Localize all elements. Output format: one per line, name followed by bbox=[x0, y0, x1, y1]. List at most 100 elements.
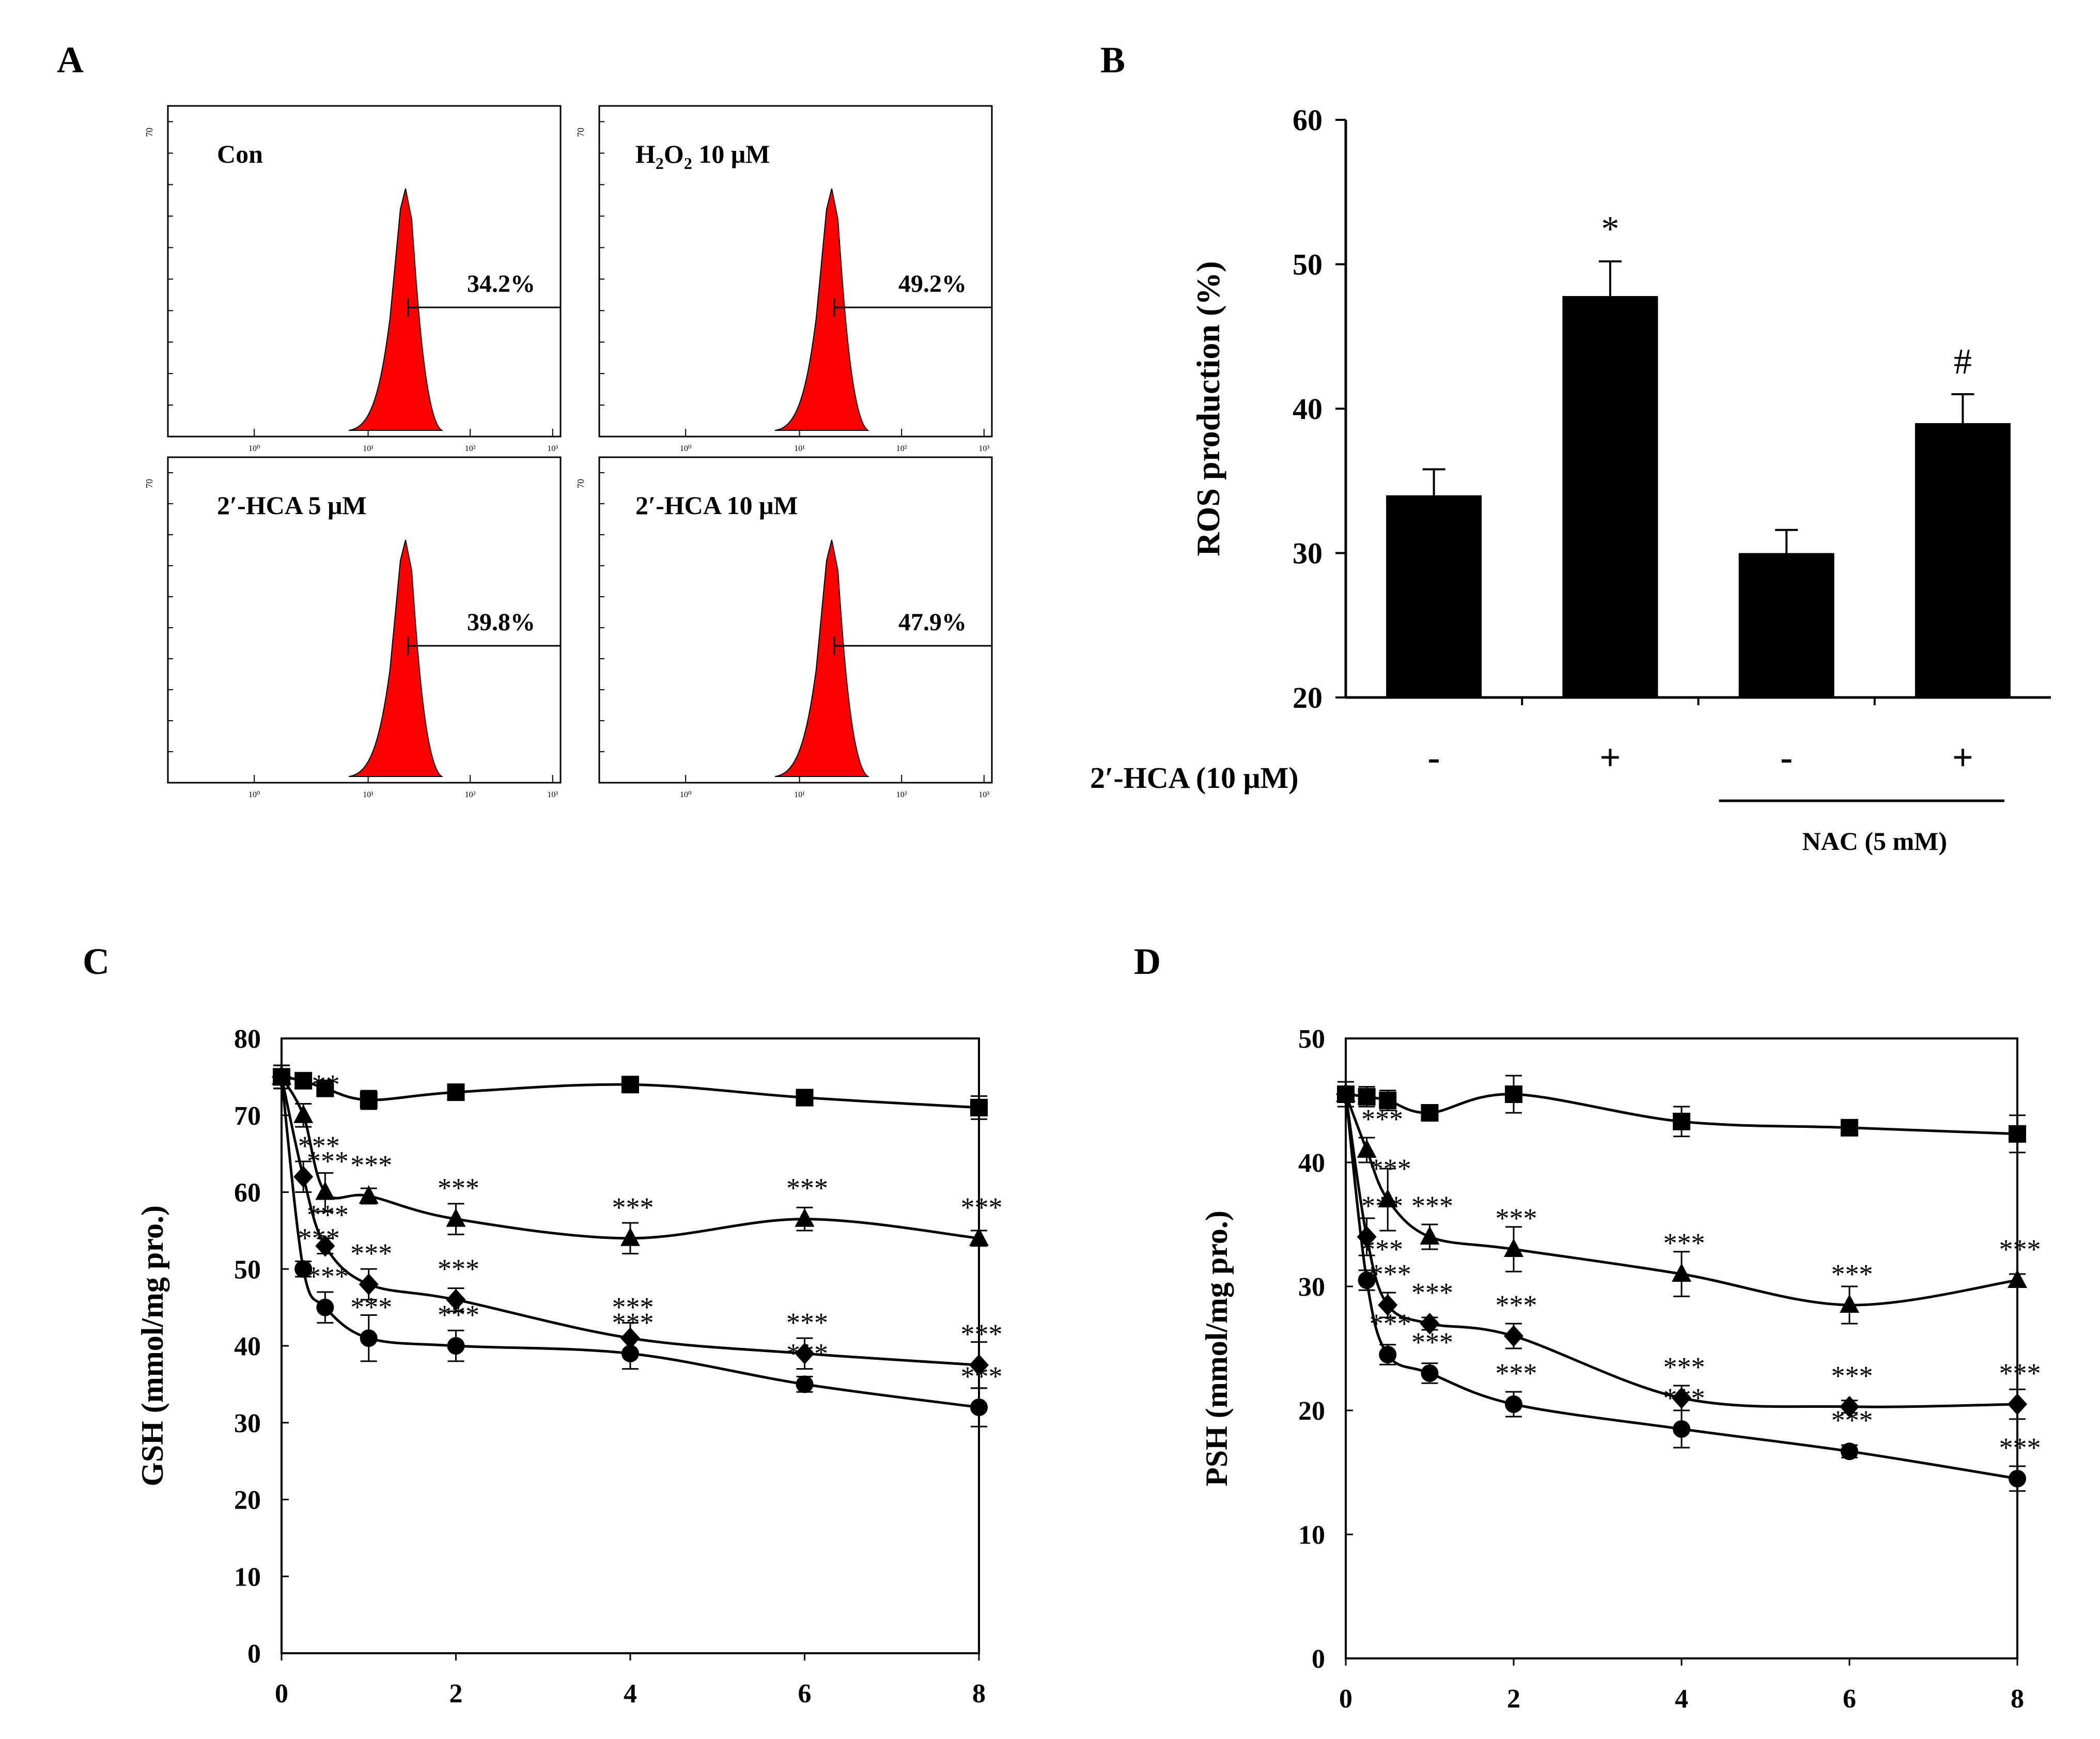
data-point bbox=[315, 1181, 335, 1200]
data-point bbox=[360, 1091, 378, 1109]
data-point bbox=[2009, 1125, 2026, 1143]
data-point bbox=[294, 1072, 313, 1090]
significance-mark: *** bbox=[1831, 1259, 1873, 1290]
y-tick-label: 10 bbox=[234, 1562, 261, 1592]
data-point bbox=[447, 1083, 465, 1101]
data-point bbox=[359, 1185, 379, 1204]
significance-mark: *** bbox=[1496, 1290, 1537, 1321]
significance-mark: *** bbox=[298, 1222, 340, 1253]
data-point bbox=[1357, 1139, 1377, 1158]
data-point bbox=[1358, 1271, 1376, 1289]
significance-mark: # bbox=[1954, 342, 1972, 382]
y-tick-label: 10 bbox=[1298, 1520, 1325, 1550]
data-point bbox=[1672, 1263, 1691, 1282]
significance-mark: *** bbox=[786, 1173, 828, 1204]
significance-mark: *** bbox=[307, 1261, 349, 1292]
histogram-subplot: 70 10⁰ 10¹ 10² 10³ 34.2% Con bbox=[144, 105, 562, 453]
y-tick-label: 70 bbox=[575, 128, 586, 137]
data-point bbox=[316, 1079, 334, 1097]
panel-label-a: A bbox=[57, 39, 84, 81]
condition-label: Con bbox=[217, 139, 263, 168]
data-point bbox=[1358, 1088, 1376, 1106]
significance-mark: *** bbox=[1361, 1190, 1403, 1221]
significance-mark: *** bbox=[298, 1069, 340, 1100]
x-tick-label: 4 bbox=[1675, 1684, 1688, 1714]
significance-mark: *** bbox=[1663, 1383, 1705, 1414]
significance-mark: *** bbox=[1831, 1360, 1873, 1391]
gate-percent: 34.2% bbox=[467, 270, 535, 298]
data-point bbox=[1505, 1085, 1522, 1103]
ros-bar-chart: 20 30 40 50 60 - * + - # + ROS production (%) 2′-HCA… bbox=[1090, 103, 2051, 856]
data-point bbox=[970, 1399, 988, 1416]
treatment-sign: - bbox=[1428, 737, 1440, 778]
bar bbox=[1738, 553, 1834, 697]
significance-mark: *** bbox=[307, 1200, 349, 1231]
x-tick-label: 0 bbox=[1339, 1684, 1352, 1714]
significance-mark: *** bbox=[438, 1253, 479, 1284]
data-point bbox=[315, 1235, 335, 1257]
y-tick-label: 40 bbox=[1293, 392, 1323, 426]
significance-mark: *** bbox=[1370, 1153, 1411, 1184]
y-tick-label: 50 bbox=[1298, 1024, 1325, 1054]
significance-mark: * bbox=[1601, 209, 1619, 249]
significance-mark: *** bbox=[438, 1173, 479, 1204]
y-tick-label: 60 bbox=[234, 1178, 261, 1208]
data-point bbox=[446, 1208, 466, 1227]
panel-label-c: C bbox=[83, 941, 110, 982]
data-point bbox=[446, 1288, 466, 1311]
x-tick-label: 10³ bbox=[547, 444, 558, 453]
histogram-subplot: 70 10⁰ 10¹ 10² 10³ 47.9% 2′-HCA 10 μM bbox=[575, 456, 993, 799]
x-tick-label: 10² bbox=[465, 790, 476, 799]
data-point bbox=[293, 1166, 314, 1188]
y-axis-label: ROS production (%) bbox=[1190, 261, 1226, 556]
x-tick-label: 6 bbox=[1843, 1684, 1856, 1714]
significance-mark: *** bbox=[350, 1238, 392, 1269]
significance-mark: *** bbox=[1370, 1259, 1411, 1290]
significance-mark: *** bbox=[1411, 1327, 1453, 1358]
histogram-peak bbox=[348, 539, 444, 777]
data-point bbox=[1505, 1395, 1522, 1413]
y-tick-label: 40 bbox=[1298, 1148, 1325, 1178]
x-tick-label: 0 bbox=[275, 1679, 288, 1709]
x-tick-label: 2 bbox=[1507, 1684, 1520, 1714]
treatment-sign: + bbox=[1952, 737, 1973, 778]
y-tick-label: 20 bbox=[234, 1486, 261, 1515]
y-tick-label: 70 bbox=[575, 479, 586, 488]
panel-label-b: B bbox=[1100, 39, 1125, 81]
data-point bbox=[1673, 1420, 1690, 1438]
data-point bbox=[1504, 1325, 1523, 1347]
data-point bbox=[1840, 1294, 1859, 1313]
data-point bbox=[1420, 1313, 1440, 1334]
significance-mark: *** bbox=[1361, 1104, 1403, 1135]
histogram-frame bbox=[167, 456, 562, 784]
significance-mark: *** bbox=[961, 1318, 1003, 1349]
y-tick-label: 30 bbox=[234, 1409, 261, 1438]
data-point bbox=[620, 1227, 640, 1246]
bar bbox=[1386, 495, 1482, 697]
data-point bbox=[447, 1337, 465, 1355]
x-tick-label: 8 bbox=[2011, 1684, 2024, 1714]
x-tick-label: 10⁰ bbox=[248, 790, 260, 799]
x-tick-label: 10⁰ bbox=[680, 444, 691, 453]
bar bbox=[1562, 296, 1658, 697]
y-tick-label: 70 bbox=[144, 479, 154, 488]
data-point bbox=[1504, 1238, 1523, 1257]
data-point bbox=[316, 1298, 334, 1316]
treatment-sign: - bbox=[1780, 737, 1793, 778]
histogram-frame bbox=[167, 105, 562, 438]
bar bbox=[1915, 423, 2011, 697]
significance-mark: *** bbox=[961, 1361, 1003, 1392]
significance-mark: *** bbox=[350, 1292, 392, 1323]
significance-mark: *** bbox=[612, 1307, 654, 1338]
x-tick-label: 10¹ bbox=[794, 790, 805, 799]
flow-cytometry-panel: 70 10⁰ 10¹ 10² 10³ 34.2% Con 70 10⁰ 10¹ 10² 10³ 49.2… bbox=[144, 105, 993, 799]
gate-percent: 47.9% bbox=[898, 609, 967, 636]
x-tick-label: 10² bbox=[896, 790, 907, 799]
x-tick-label: 10¹ bbox=[363, 444, 374, 453]
data-point bbox=[970, 1098, 988, 1116]
significance-mark: *** bbox=[350, 1150, 392, 1181]
gate-percent: 49.2% bbox=[898, 270, 967, 298]
significance-mark: *** bbox=[1370, 1308, 1411, 1339]
data-point bbox=[1841, 1119, 1858, 1137]
